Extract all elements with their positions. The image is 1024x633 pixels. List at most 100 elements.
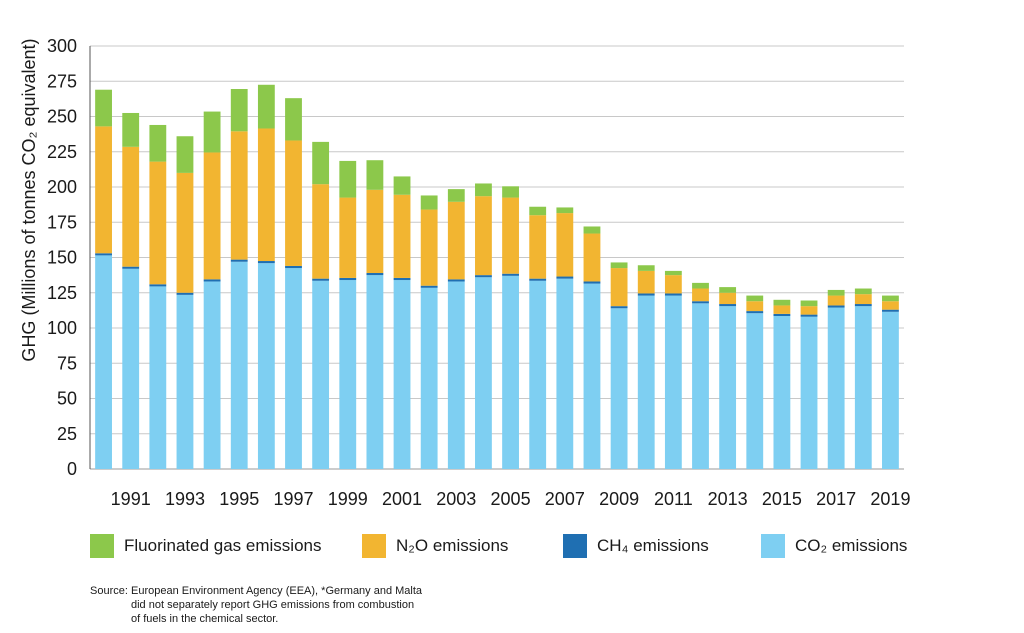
bar-n2o-emissions-1998 [312, 184, 330, 279]
bar-fluorinated-gas-emissions-2006 [529, 206, 547, 216]
bar-stack-2003 [447, 189, 465, 469]
bar-stack-1992 [149, 124, 167, 469]
x-tick-label: 2009 [599, 489, 639, 509]
bar-ch4-emissions-2008 [583, 281, 601, 284]
bar-ch4-emissions-2017 [827, 305, 845, 308]
bar-ch4-emissions-2012 [692, 301, 709, 304]
bar-stack-2014 [746, 295, 764, 469]
bar-n2o-emissions-2013 [719, 292, 737, 305]
bar-stack-2001 [393, 176, 411, 469]
bar-stack-1998 [312, 141, 330, 469]
bar-fluorinated-gas-emissions-2002 [420, 195, 438, 210]
bar-n2o-emissions-2011 [664, 275, 682, 294]
bar-stack-2019 [882, 295, 899, 469]
bar-n2o-emissions-2019 [882, 301, 899, 310]
legend-label-ch4: CH₄ emissions [597, 536, 709, 555]
x-tick-label: 2017 [816, 489, 856, 509]
bar-stack-2015 [773, 299, 791, 469]
bar-fluorinated-gas-emissions-1995 [230, 89, 248, 132]
x-tick-label: 1993 [165, 489, 205, 509]
bar-n2o-emissions-2009 [610, 268, 628, 307]
bar-n2o-emissions-2012 [692, 288, 709, 302]
bar-stack-2005 [502, 186, 519, 469]
bar-n2o-emissions-1992 [149, 161, 167, 285]
legend-swatch-ch4 [563, 534, 587, 558]
x-tick-label: 1991 [111, 489, 151, 509]
x-tick-label: 1995 [219, 489, 259, 509]
y-tick-label: 50 [57, 389, 77, 409]
bar-co2-emissions-1991 [122, 268, 140, 469]
bar-fluorinated-gas-emissions-2010 [637, 265, 655, 271]
bar-ch4-emissions-2006 [529, 278, 547, 281]
bar-fluorinated-gas-emissions-2001 [393, 176, 411, 195]
bar-fluorinated-gas-emissions-1992 [149, 124, 167, 162]
bar-ch4-emissions-1998 [312, 278, 330, 281]
bar-ch4-emissions-2014 [746, 311, 764, 314]
bar-ch4-emissions-1995 [230, 259, 248, 262]
bar-ch4-emissions-1990 [95, 253, 112, 256]
y-tick-label: 0 [67, 459, 77, 479]
x-tick-label: 2019 [870, 489, 910, 509]
bar-fluorinated-gas-emissions-2005 [502, 186, 519, 198]
bar-stack-2016 [800, 300, 818, 469]
bar-co2-emissions-2014 [746, 313, 764, 469]
bar-stack-2018 [854, 288, 872, 469]
bar-n2o-emissions-2010 [637, 270, 655, 294]
bar-stack-2012 [692, 282, 709, 469]
bar-ch4-emissions-2004 [475, 275, 492, 278]
bar-stack-2011 [664, 270, 682, 469]
bar-co2-emissions-1990 [95, 255, 112, 469]
legend-swatch-co2 [761, 534, 785, 558]
bar-co2-emissions-1993 [176, 294, 194, 469]
x-axis: 1991 1993 1995 1997 1999 2001 2003 2005 2007 2009… [111, 489, 911, 509]
bar-ch4-emissions-2000 [366, 273, 384, 276]
bar-ch4-emissions-2016 [800, 314, 818, 317]
bar-fluorinated-gas-emissions-2000 [366, 160, 384, 190]
bar-co2-emissions-2013 [719, 306, 737, 469]
bar-stack-2002 [420, 195, 438, 469]
x-tick-label: 1999 [328, 489, 368, 509]
bar-n2o-emissions-1991 [122, 146, 140, 267]
bar-stack-2007 [556, 207, 574, 469]
source-text: European Environment Agency (EEA), *Germ… [131, 584, 471, 626]
bar-ch4-emissions-2003 [447, 279, 465, 282]
bar-co2-emissions-2007 [556, 278, 574, 469]
bar-n2o-emissions-2001 [393, 194, 411, 278]
bar-n2o-emissions-2003 [447, 201, 465, 280]
y-tick-label: 175 [47, 212, 77, 232]
bar-ch4-emissions-2011 [664, 293, 682, 296]
bar-fluorinated-gas-emissions-1997 [285, 98, 302, 141]
bar-co2-emissions-2005 [502, 275, 519, 469]
legend: Fluorinated gas emissions N₂O emissions … [0, 534, 1024, 560]
bar-co2-emissions-2012 [692, 303, 709, 469]
bar-fluorinated-gas-emissions-2003 [447, 189, 465, 202]
bar-ch4-emissions-1994 [203, 279, 221, 282]
source-line: European Environment Agency (EEA), *Germ… [131, 585, 423, 597]
bar-n2o-emissions-2008 [583, 233, 601, 282]
bar-co2-emissions-1998 [312, 280, 330, 469]
x-tick-label: 2003 [436, 489, 476, 509]
bar-ch4-emissions-2002 [420, 285, 438, 288]
bar-fluorinated-gas-emissions-1999 [339, 160, 357, 198]
y-axis-label: GHG (Millions of tonnes CO₂ equivalent) [19, 38, 39, 361]
bar-stack-1990 [95, 89, 112, 469]
x-tick-label: 2011 [654, 489, 693, 509]
legend-swatch-n2o [362, 534, 386, 558]
bar-stack-1991 [122, 112, 140, 469]
bar-ch4-emissions-2001 [393, 277, 411, 281]
bar-co2-emissions-2019 [882, 311, 899, 469]
bar-n2o-emissions-2005 [502, 197, 519, 274]
bar-co2-emissions-2017 [827, 307, 845, 469]
bar-fluorinated-gas-emissions-2013 [719, 287, 737, 293]
y-tick-label: 75 [57, 353, 77, 373]
y-tick-label: 100 [47, 318, 77, 338]
bar-co2-emissions-2018 [854, 306, 872, 469]
bar-ch4-emissions-2019 [882, 309, 899, 312]
y-tick-label: 25 [57, 424, 77, 444]
legend-item-n2o: N₂O emissions [362, 534, 508, 558]
bar-n2o-emissions-2015 [773, 305, 791, 314]
bar-ch4-emissions-2018 [854, 304, 872, 307]
bar-co2-emissions-2015 [773, 316, 791, 469]
bar-ch4-emissions-2005 [502, 273, 519, 276]
bar-fluorinated-gas-emissions-1994 [203, 111, 221, 153]
